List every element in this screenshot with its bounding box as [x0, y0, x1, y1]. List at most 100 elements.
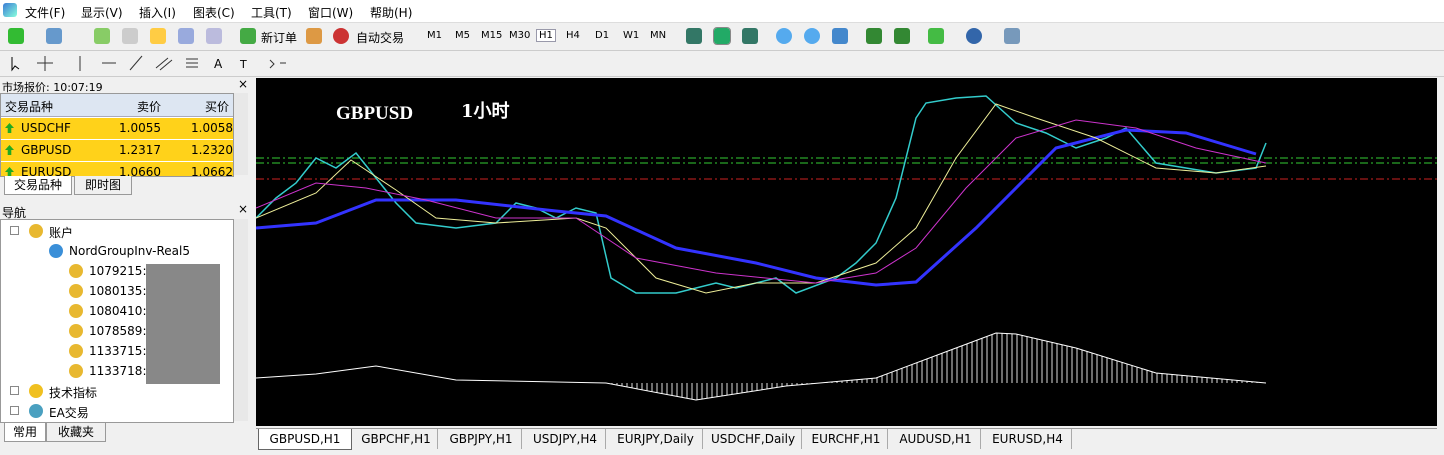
- timeframe-button[interactable]: MN: [650, 30, 667, 41]
- menu-item[interactable]: 窗口(W): [308, 6, 354, 20]
- tree-icon: [29, 384, 43, 398]
- app-icon: [3, 3, 17, 17]
- auto-trading-button[interactable]: 自动交易: [356, 31, 405, 45]
- column-header[interactable]: 交易品种: [5, 100, 54, 114]
- data-window-icon[interactable]: [122, 28, 138, 44]
- expander[interactable]: [10, 226, 19, 235]
- timeframe-button[interactable]: H4: [566, 30, 580, 41]
- timeframe-button[interactable]: W1: [623, 30, 640, 41]
- tab[interactable]: 收藏夹: [46, 423, 106, 442]
- chart-tab[interactable]: EURJPY,Daily: [609, 429, 703, 449]
- market-watch-tabs: 交易品种 即时图: [0, 176, 250, 196]
- market-watch-icon[interactable]: [94, 28, 110, 44]
- periods-icon[interactable]: [966, 28, 982, 44]
- fibo-tool[interactable]: [186, 58, 198, 68]
- zoom-in-icon[interactable]: [776, 28, 792, 44]
- tree-item[interactable]: 技术指标: [49, 386, 98, 400]
- navigator-title: 导航: [2, 206, 27, 220]
- chart-tab[interactable]: EURCHF,H1: [805, 429, 888, 449]
- tree-item[interactable]: 1079215:: [89, 264, 147, 278]
- scrollbar[interactable]: [234, 93, 248, 175]
- price: 1.2320: [191, 143, 233, 157]
- oscillator-line: [256, 332, 1267, 401]
- menu-item[interactable]: 插入(I): [139, 6, 176, 20]
- price: 1.0055: [119, 121, 161, 135]
- tester-icon[interactable]: [206, 28, 222, 44]
- expander[interactable]: [10, 406, 19, 415]
- scrollbar[interactable]: [234, 219, 248, 421]
- indicators-icon[interactable]: [928, 28, 944, 44]
- new-order-button[interactable]: 新订单: [261, 31, 298, 45]
- tab[interactable]: 交易品种: [4, 176, 72, 195]
- market-watch-title: 市场报价: 10:07:19: [2, 81, 103, 94]
- label-tool[interactable]: T: [239, 58, 247, 71]
- close-button[interactable]: ×: [238, 77, 249, 91]
- tree-item[interactable]: EA交易: [49, 406, 89, 420]
- quote-row[interactable]: [1, 162, 233, 176]
- navigator-icon[interactable]: [150, 28, 166, 44]
- tree-item[interactable]: 1078589:: [89, 324, 147, 338]
- auto-trading-icon[interactable]: [333, 28, 349, 44]
- chart-tabs: GBPUSD,H1 GBPCHF,H1 GBPJPY,H1 USDJPY,H4 EURJ…: [256, 428, 1437, 451]
- menu-item[interactable]: 图表(C): [193, 6, 235, 20]
- line-chart-icon[interactable]: [742, 28, 758, 44]
- chart-tab[interactable]: USDCHF,Daily: [705, 429, 802, 449]
- timeframe-button[interactable]: M15: [481, 30, 503, 41]
- menu-bar: 文件(F) 显示(V) 插入(I) 图表(C) 工具(T) 窗口(W) 帮助(H): [0, 0, 1444, 23]
- close-button[interactable]: ×: [238, 202, 249, 216]
- new-order-icon[interactable]: [240, 28, 256, 44]
- tile-icon[interactable]: [832, 28, 848, 44]
- tree-item[interactable]: NordGroupInv-Real5: [69, 244, 190, 258]
- timeframe-button[interactable]: M1: [427, 30, 442, 41]
- profiles-icon[interactable]: [46, 28, 62, 44]
- templates-icon[interactable]: [1004, 28, 1020, 44]
- menu-item[interactable]: 帮助(H): [370, 6, 413, 20]
- price: 1.0660: [119, 165, 161, 177]
- tree-icon: [69, 324, 83, 338]
- shift-icon[interactable]: [894, 28, 910, 44]
- chart-tab[interactable]: GBPUSD,H1: [258, 429, 352, 450]
- editor-icon[interactable]: [306, 28, 322, 44]
- price-chart: GBPUSD 1小时: [256, 78, 1437, 426]
- chart-tab[interactable]: EURUSD,H4: [984, 429, 1072, 449]
- menu-item[interactable]: 工具(T): [251, 6, 292, 20]
- column-header[interactable]: 卖价: [136, 100, 161, 114]
- tree-item[interactable]: 1133718:: [89, 364, 147, 378]
- timeframe-button[interactable]: H1: [536, 29, 556, 42]
- candle-chart-icon[interactable]: [713, 27, 731, 45]
- tree-item[interactable]: 1080410:: [89, 304, 147, 318]
- timeframe-button[interactable]: M5: [455, 30, 470, 41]
- terminal-icon[interactable]: [178, 28, 194, 44]
- tree-item[interactable]: 账户: [49, 226, 74, 240]
- table-header: [1, 94, 233, 117]
- new-chart-icon[interactable]: [8, 28, 24, 44]
- channel-tool[interactable]: [155, 57, 173, 71]
- trendline-tool[interactable]: [129, 55, 143, 71]
- quote-row[interactable]: [1, 140, 233, 161]
- column-header[interactable]: 买价: [204, 100, 229, 114]
- tab[interactable]: 即时图: [74, 176, 132, 195]
- cursor-tool[interactable]: [11, 57, 20, 72]
- text-tool[interactable]: A: [214, 57, 223, 71]
- tree-item[interactable]: 1080135:: [89, 284, 147, 298]
- quote-row[interactable]: [1, 118, 233, 139]
- chart-tab[interactable]: GBPCHF,H1: [355, 429, 438, 449]
- autoscroll-icon[interactable]: [866, 28, 882, 44]
- zoom-out-icon[interactable]: [804, 28, 820, 44]
- crosshair-tool[interactable]: [37, 56, 53, 71]
- timeframe-button[interactable]: M30: [509, 30, 531, 41]
- arrows-tool[interactable]: [269, 59, 286, 69]
- expander[interactable]: [10, 386, 19, 395]
- chart-tab[interactable]: AUDUSD,H1: [891, 429, 981, 449]
- bar-chart-icon[interactable]: [686, 28, 702, 44]
- timeframe-button[interactable]: D1: [595, 30, 610, 41]
- menu-item[interactable]: 显示(V): [81, 6, 123, 20]
- menu-item[interactable]: 文件(F): [25, 6, 66, 20]
- chart-tab[interactable]: GBPJPY,H1: [441, 429, 522, 449]
- tree-item[interactable]: 1133715:: [89, 344, 147, 358]
- chart-timeframe: 1小时: [461, 101, 510, 122]
- tab[interactable]: 常用: [4, 423, 46, 442]
- chart-tab[interactable]: USDJPY,H4: [525, 429, 606, 449]
- navigator-tabs: 常用 收藏夹: [0, 423, 250, 443]
